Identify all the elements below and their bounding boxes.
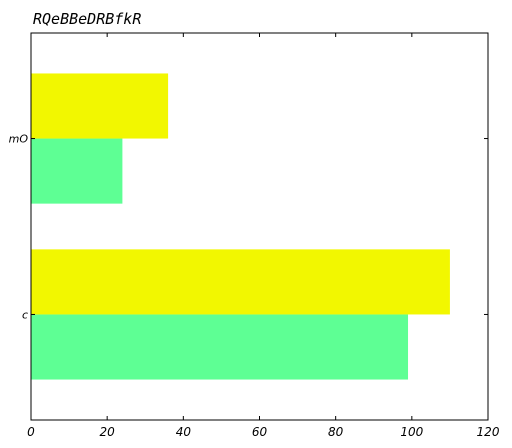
y-tick-label: c <box>22 308 28 321</box>
x-tick-label: 60 <box>252 425 268 439</box>
ticks-layer: c mO 0 20 40 60 80 100 120 <box>9 33 500 439</box>
x-tick-label: 20 <box>100 425 116 439</box>
x-tick-label: 80 <box>328 425 344 439</box>
bar-mO-series-1 <box>31 138 123 204</box>
y-tick-label: mO <box>9 133 29 146</box>
bar-mO-series-2 <box>31 73 169 139</box>
x-tick-label: 0 <box>27 425 35 439</box>
bar-c-series-1 <box>31 314 409 380</box>
x-tick-label: 100 <box>400 425 423 439</box>
chart-title: RQeBBeDRBfkR <box>33 10 141 28</box>
bar-c-series-2 <box>31 249 450 315</box>
x-tick-label: 120 <box>477 425 500 439</box>
x-tick-label: 40 <box>176 425 192 439</box>
bars-layer <box>31 73 450 380</box>
